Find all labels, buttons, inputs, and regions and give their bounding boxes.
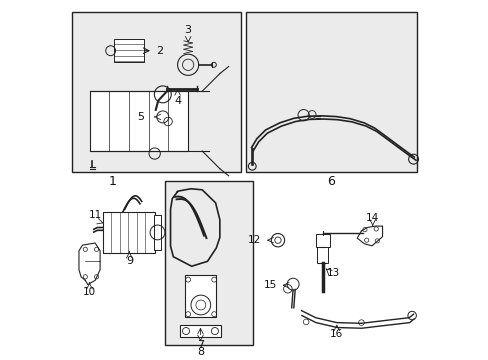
Text: 9: 9 [125,256,133,266]
Text: 13: 13 [326,267,340,278]
Text: 8: 8 [197,347,203,357]
FancyBboxPatch shape [102,212,155,253]
Text: 5: 5 [137,112,144,122]
Text: 6: 6 [327,175,335,188]
FancyBboxPatch shape [315,234,329,247]
Text: 7: 7 [197,339,203,350]
FancyBboxPatch shape [72,12,241,172]
FancyBboxPatch shape [154,215,161,250]
FancyBboxPatch shape [185,275,216,316]
Text: 11: 11 [89,211,102,220]
FancyBboxPatch shape [114,39,144,62]
Text: 2: 2 [155,46,163,56]
FancyBboxPatch shape [246,12,416,172]
FancyBboxPatch shape [179,325,221,337]
Text: 4: 4 [174,96,181,107]
Text: 14: 14 [366,212,379,222]
FancyBboxPatch shape [89,91,188,151]
Text: 15: 15 [263,280,276,290]
Text: 3: 3 [184,25,191,35]
Text: 10: 10 [83,287,96,297]
Text: 1: 1 [108,175,116,188]
Text: 16: 16 [329,329,343,339]
Text: 12: 12 [247,235,261,245]
FancyBboxPatch shape [165,181,253,345]
FancyBboxPatch shape [316,247,327,263]
